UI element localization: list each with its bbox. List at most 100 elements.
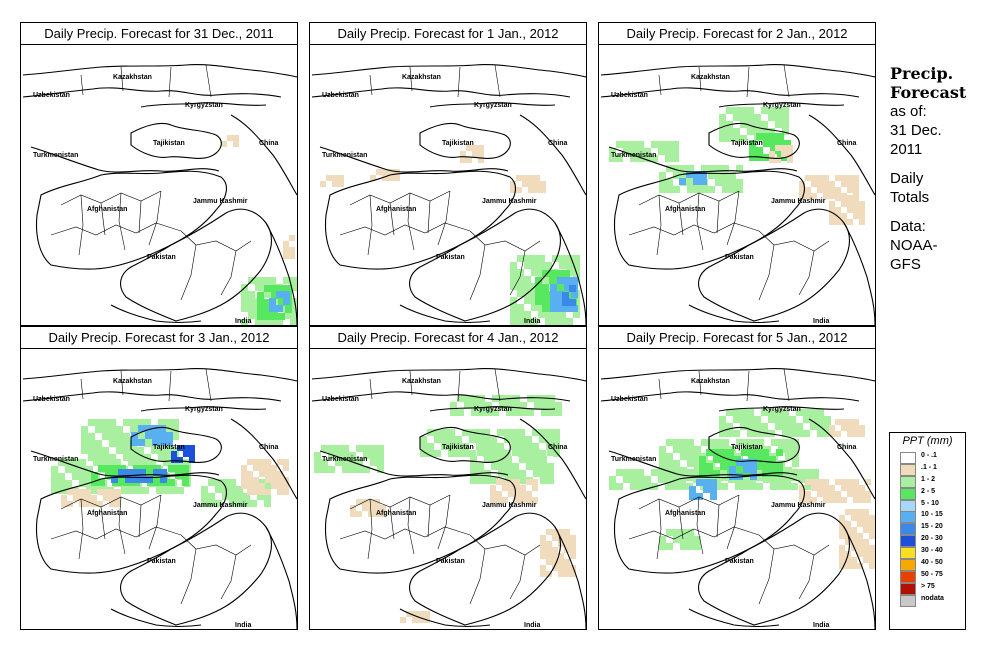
precip-cell <box>466 145 472 151</box>
precip-cell <box>785 467 792 474</box>
precip-cell <box>135 459 142 466</box>
precip-cell <box>469 450 476 457</box>
precip-cell <box>166 439 173 446</box>
border-line <box>457 66 461 98</box>
border-line <box>718 406 845 412</box>
precip-cell <box>811 175 817 181</box>
precip-cell <box>770 133 777 140</box>
precip-cell <box>651 469 658 476</box>
precip-cell <box>853 491 859 497</box>
precip-cell <box>740 416 747 423</box>
precip-cell <box>761 409 768 416</box>
precip-cell <box>616 469 623 476</box>
precip-cell <box>673 474 680 481</box>
precip-cell <box>137 454 144 461</box>
legend-swatch <box>900 523 916 536</box>
precip-cell <box>253 483 259 489</box>
precip-cell <box>229 486 236 493</box>
precip-cell <box>687 179 694 186</box>
precip-cell <box>553 443 560 450</box>
precip-cell <box>370 452 377 459</box>
precip-cell <box>283 241 289 247</box>
precip-cell <box>869 515 875 521</box>
precip-cell <box>659 536 666 543</box>
precip-cell <box>511 436 518 443</box>
precip-cell <box>259 471 265 477</box>
precip-cell <box>841 195 847 201</box>
precip-cell <box>540 565 546 571</box>
precip-cell <box>740 121 747 128</box>
border-line <box>608 146 798 173</box>
border-line <box>798 250 815 296</box>
precip-cell <box>208 479 215 486</box>
precip-cell <box>166 432 173 439</box>
precip-cell <box>67 489 73 495</box>
border-line <box>708 122 800 159</box>
precip-cell <box>736 165 743 172</box>
legend-label: 5 - 10 <box>921 499 939 507</box>
precip-cell <box>799 181 805 187</box>
precip-cell <box>853 419 859 425</box>
border-line <box>339 222 471 236</box>
precip-cell <box>811 485 817 491</box>
precip-cell <box>559 311 566 318</box>
precip-cell <box>547 463 554 470</box>
precip-cell <box>706 449 713 456</box>
precip-cell <box>526 449 533 456</box>
precip-cell <box>701 165 708 172</box>
map-label-india: India <box>235 622 251 629</box>
precip-cell <box>539 429 546 436</box>
precip-cell <box>763 133 770 140</box>
precip-cell <box>524 276 531 283</box>
map-label-uzbekistan: Uzbekistan <box>611 396 648 403</box>
precip-cell <box>338 175 344 181</box>
precip-cell <box>532 485 538 491</box>
precip-cell <box>666 186 673 193</box>
precip-cell <box>499 402 506 409</box>
precip-cell <box>841 479 847 485</box>
precip-cell <box>569 285 576 292</box>
precip-cell <box>540 463 547 470</box>
precip-cell <box>271 471 277 477</box>
precip-cell <box>492 409 499 416</box>
precip-cell <box>817 416 824 423</box>
legend-swatch <box>900 535 916 548</box>
precip-cell <box>72 466 79 473</box>
map-label-jammu-kashmir: Jammu Kashmir <box>193 198 248 205</box>
precip-cell <box>811 193 817 199</box>
precip-cell <box>540 470 547 477</box>
border-line <box>469 548 486 605</box>
border-line <box>494 368 501 402</box>
precip-cell <box>271 285 278 292</box>
precip-cell <box>673 467 680 474</box>
precip-cell <box>729 179 736 186</box>
precip-cell <box>714 483 721 490</box>
legend-label: 1 - 2 <box>921 475 936 483</box>
precip-cell <box>694 543 701 550</box>
precip-cell <box>510 297 517 304</box>
precip-cell <box>424 611 430 617</box>
precip-cell <box>789 416 796 423</box>
precip-cell <box>471 402 478 409</box>
border-line <box>120 66 124 92</box>
precip-cell <box>555 409 562 416</box>
map-label-jammu-kashmir: Jammu Kashmir <box>771 198 826 205</box>
precip-cell <box>787 145 793 151</box>
precip-cell <box>665 155 672 162</box>
precip-cell <box>510 311 517 318</box>
precip-cell <box>546 429 553 436</box>
precip-cell <box>285 285 292 292</box>
precip-cell <box>123 454 130 461</box>
precip-cell <box>61 495 67 501</box>
precip-cell <box>775 423 782 430</box>
precip-cell <box>133 465 140 472</box>
precip-cell <box>552 565 558 571</box>
precip-cell <box>241 291 248 298</box>
precip-cell <box>637 469 644 476</box>
precip-cell <box>172 426 179 433</box>
precip-cell <box>851 527 857 533</box>
precip-cell <box>637 155 644 162</box>
precip-cell <box>851 533 857 539</box>
precip-cell <box>448 450 455 457</box>
precip-cell <box>762 456 769 463</box>
